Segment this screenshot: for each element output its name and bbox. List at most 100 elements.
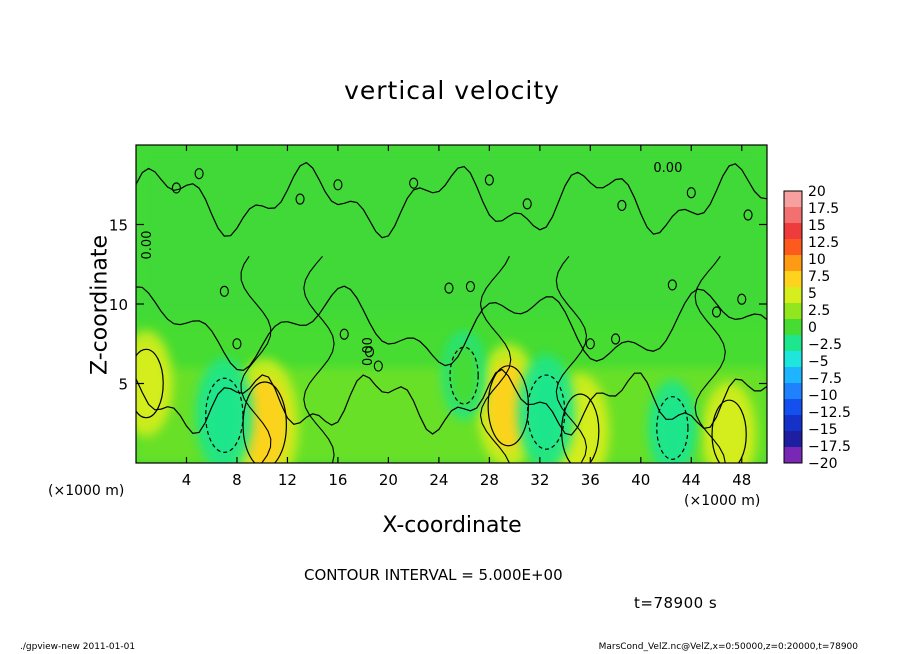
downdraft-core <box>204 374 244 457</box>
contour-label: 0.00 <box>140 231 155 260</box>
plume-contour <box>240 256 272 463</box>
colorbar-label: 20 <box>808 184 826 200</box>
colorbar-swatch <box>784 447 802 463</box>
colorbar-swatch <box>784 383 802 399</box>
zero-contour-lower <box>136 368 767 436</box>
updraft-contour <box>136 348 164 419</box>
colorbar-label: −17.5 <box>808 439 851 455</box>
downdraft-core <box>655 393 689 463</box>
plume-contour <box>479 256 512 463</box>
colorbar-swatch <box>784 303 802 319</box>
x-tick-label: 24 <box>429 471 448 489</box>
x-tick-label: 28 <box>480 471 499 489</box>
x-axis: 4 8 12 16 20 24 28 32 36 40 44 48 <box>182 145 751 489</box>
colorbar-swatch <box>784 239 802 255</box>
contour-label: 0.00 <box>361 337 376 366</box>
colorbar-swatch <box>784 351 802 367</box>
chart-title: vertical velocity <box>344 76 560 105</box>
small-cell-contour <box>484 174 494 186</box>
colorbar-swatch <box>784 431 802 447</box>
colorbar-label: 5 <box>808 286 817 302</box>
small-cell-contour <box>339 328 349 340</box>
colorbar-swatch <box>784 399 802 415</box>
y-tick-label: 5 <box>118 376 128 394</box>
updraft-contour <box>242 381 287 463</box>
small-cell-contour <box>194 168 204 180</box>
x-tick-label: 20 <box>379 471 398 489</box>
contour-label: 0.00 <box>653 161 682 176</box>
small-cell-contour <box>711 306 722 318</box>
downdraft-core <box>526 370 566 454</box>
field-upper-band <box>136 145 767 320</box>
y-axis: 5 10 15 <box>109 217 767 394</box>
colorbar-swatch <box>784 319 802 335</box>
colorbar-swatch <box>784 367 802 383</box>
downdraft-core <box>449 343 479 408</box>
small-cell-contour <box>232 338 242 350</box>
x-tick-label: 44 <box>682 471 701 489</box>
colorbar-label: −10 <box>808 388 838 404</box>
small-cell-contour <box>617 199 627 211</box>
zero-contour-upper <box>136 161 767 239</box>
small-cell-contour <box>585 338 595 350</box>
colorbar-label: 12.5 <box>808 235 839 251</box>
small-cell-contour <box>333 179 343 191</box>
zero-contour-middle <box>136 285 767 372</box>
small-cell-contour <box>295 193 305 205</box>
colorbar-label: −7.5 <box>808 371 842 387</box>
x-tick-label: 32 <box>530 471 549 489</box>
time-label: t=78900 s <box>634 594 718 612</box>
small-cell-contour <box>409 177 419 189</box>
colorbar-label: −15 <box>808 422 838 438</box>
x-axis-unit-left: (×1000 m) <box>48 483 125 499</box>
colorbar-label: 17.5 <box>808 201 839 217</box>
colorbar-swatch <box>784 335 802 351</box>
plume-contour <box>303 255 335 463</box>
y-axis-label: Z-coordinate <box>87 235 113 375</box>
x-tick-label: 40 <box>631 471 650 489</box>
small-cell-contour <box>219 285 229 297</box>
colorbar: 2017.51512.5107.552.50−2.5−5−7.5−10−12.5… <box>783 184 851 472</box>
updraft-core <box>241 377 288 463</box>
small-cell-contour <box>171 182 181 194</box>
colorbar-label: −5 <box>808 354 829 370</box>
footer-source: MarsCond_VelZ.nc@VelZ,x=0:50000,z=0:2000… <box>598 642 858 652</box>
colorbar-label: −12.5 <box>808 405 851 421</box>
updraft-core <box>711 396 748 463</box>
small-cell-contour <box>686 187 696 199</box>
small-cell-contour <box>611 333 621 345</box>
colorbar-label: 7.5 <box>808 269 830 285</box>
colorbar-label: −20 <box>808 456 838 472</box>
x-axis-unit-right: (×1000 m) <box>684 493 761 509</box>
x-tick-label: 16 <box>328 471 347 489</box>
x-tick-label: 8 <box>232 471 242 489</box>
colorbar-label: −2.5 <box>808 337 842 353</box>
colorbar-label: 10 <box>808 252 826 268</box>
x-axis-label: X-coordinate <box>382 513 522 538</box>
colorbar-swatch <box>784 415 802 431</box>
colorbar-swatch <box>784 255 802 271</box>
y-tick-label: 10 <box>109 296 128 314</box>
contour-lines: 0.00 0.00 0.00 <box>136 161 767 463</box>
plume-contour <box>555 255 588 463</box>
downdraft-contour <box>205 377 244 453</box>
small-cell-contour <box>737 293 747 305</box>
small-cell-contour <box>364 346 375 358</box>
colorbar-label: 15 <box>808 218 826 234</box>
small-cell-contour <box>465 280 475 293</box>
updraft-contour <box>561 393 600 463</box>
small-cell-contour <box>444 282 454 294</box>
x-tick-label: 36 <box>581 471 600 489</box>
downdraft-contour <box>449 346 479 405</box>
footer-command: ./gpview-new 2011-01-01 <box>20 642 136 652</box>
colorbar-swatch <box>784 271 802 287</box>
colorbar-swatch <box>784 207 802 223</box>
colorbar-label: 0 <box>808 320 817 336</box>
y-tick-label: 15 <box>109 217 128 235</box>
shaded-field <box>136 145 767 463</box>
colorbar-label: 2.5 <box>808 303 830 319</box>
small-cell-contour <box>743 209 753 221</box>
colorbar-swatch <box>784 287 802 303</box>
